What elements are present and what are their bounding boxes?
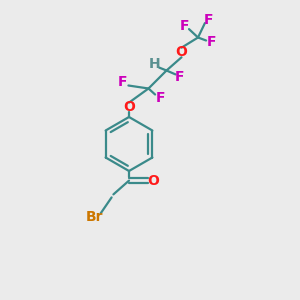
Text: F: F — [180, 19, 189, 32]
Text: O: O — [176, 46, 188, 59]
Text: O: O — [123, 100, 135, 114]
Text: F: F — [175, 70, 185, 84]
Text: H: H — [149, 58, 160, 71]
Text: O: O — [147, 174, 159, 188]
Text: F: F — [204, 13, 213, 26]
Text: Br: Br — [86, 210, 103, 224]
Text: F: F — [118, 76, 128, 89]
Text: F: F — [207, 35, 216, 49]
Text: F: F — [156, 91, 165, 104]
